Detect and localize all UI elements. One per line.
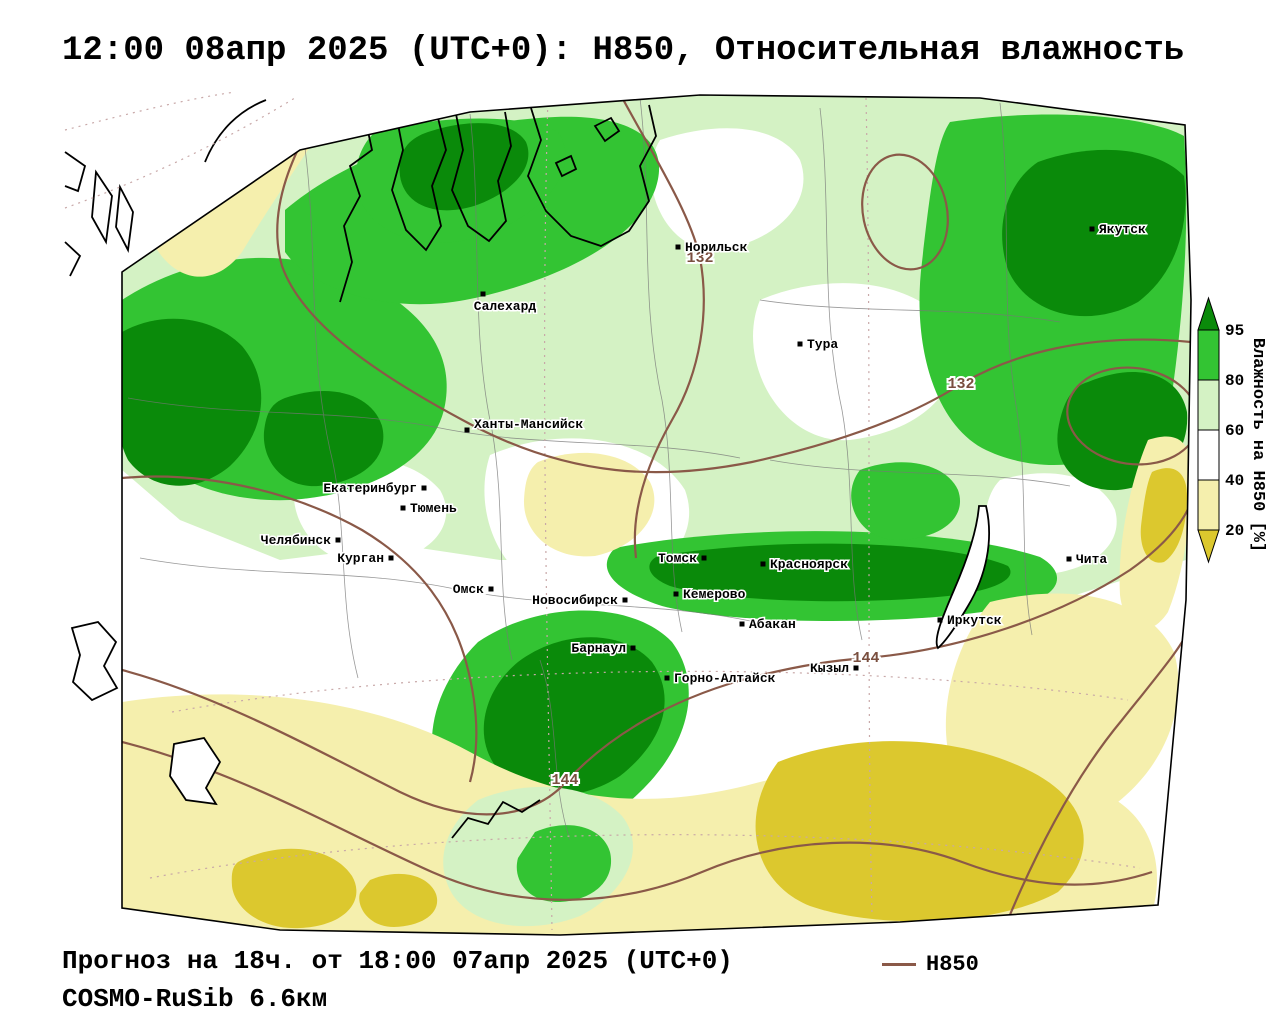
colorbar-tick: 20: [1225, 522, 1244, 540]
humidity-field: [122, 95, 1191, 935]
colorbar-arrow-bottom: [1197, 529, 1220, 564]
city-label: Новосибирск: [532, 593, 618, 608]
city-marker: [739, 621, 745, 627]
city-marker: [421, 485, 427, 491]
city-labels: Норильск Салехард Тура Якутск Ханты-Мансийск…: [259, 221, 1147, 688]
city-label: Абакан: [749, 617, 796, 632]
contour-label: 144: [852, 650, 879, 667]
city-label: Кызыл: [810, 661, 849, 676]
city-label: Якутск: [1099, 222, 1146, 237]
city-marker: [630, 645, 636, 651]
contour-label: 132: [686, 250, 713, 267]
h850-legend-line: [882, 963, 916, 966]
city-label: Тура: [807, 337, 838, 352]
city-label: Барнаул: [571, 641, 626, 656]
colorbar-axis-label: Влажность на H850 [%]: [1248, 338, 1267, 552]
city-label: Тюмень: [410, 501, 457, 516]
forecast-info: Прогноз на 18ч. от 18:00 07апр 2025 (UTC…: [62, 946, 733, 976]
city-label: Иркутск: [947, 613, 1002, 628]
city-label: Красноярск: [770, 557, 848, 572]
contour-label: 132: [947, 376, 974, 393]
city-marker: [400, 505, 406, 511]
city-marker: [664, 675, 670, 681]
colorbar: 95 80 60 40 20: [1197, 296, 1244, 564]
region-borders: [127, 97, 1071, 841]
city-marker: [335, 537, 341, 543]
contour-labels: 132 132 144 144: [549, 248, 976, 791]
city-label: Курган: [337, 551, 384, 566]
city-label: Чита: [1076, 552, 1107, 567]
city-label: Норильск: [685, 240, 748, 255]
h850-legend-label: H850: [926, 952, 979, 977]
colorbar-tick: 60: [1225, 422, 1244, 440]
city-marker: [853, 665, 859, 671]
colorbar-segment: [1197, 379, 1220, 431]
city-marker: [464, 427, 470, 433]
city-marker: [488, 586, 494, 592]
city-marker: [622, 597, 628, 603]
city-label: Челябинск: [261, 533, 331, 548]
city-marker: [797, 341, 803, 347]
city-label: Горно-Алтайск: [674, 671, 776, 686]
city-label: Кемерово: [683, 587, 746, 602]
contour-label: 144: [551, 772, 578, 789]
city-marker: [760, 561, 766, 567]
graticule: [149, 95, 1141, 931]
city-label: Томск: [658, 551, 697, 566]
colorbar-segment: [1197, 429, 1220, 481]
colorbar-segment: [1197, 329, 1220, 381]
coastlines: [339, 104, 990, 839]
city-marker: [480, 291, 486, 297]
city-marker: [673, 591, 679, 597]
city-label: Омск: [453, 582, 484, 597]
city-label: Салехард: [474, 299, 537, 314]
contour-legend: H850: [882, 952, 979, 977]
margin-graticule: [64, 91, 299, 209]
city-marker: [701, 555, 707, 561]
h850-contours: [122, 95, 1191, 935]
margin-features: [64, 99, 267, 806]
city-marker: [937, 617, 943, 623]
domain-border: [121, 94, 1192, 936]
colorbar-tick: 40: [1225, 472, 1244, 490]
colorbar-segment: [1197, 479, 1220, 531]
city-marker: [1089, 226, 1095, 232]
lake-baikal: [935, 505, 990, 650]
footer: Прогноз на 18ч. от 18:00 07апр 2025 (UTC…: [62, 946, 733, 1014]
city-marker: [388, 555, 394, 561]
city-label: Ханты-Мансийск: [474, 417, 583, 432]
colorbar-tick: 95: [1225, 322, 1244, 340]
map-title: 12:00 08апр 2025 (UTC+0): H850, Относите…: [62, 32, 1185, 70]
colorbar-arrow-top: [1197, 296, 1220, 331]
colorbar-tick: 80: [1225, 372, 1244, 390]
city-label: Екатеринбург: [323, 481, 417, 496]
city-marker: [1066, 556, 1072, 562]
model-info: COSMO-RuSib 6.6км: [62, 984, 328, 1014]
city-marker: [675, 244, 681, 250]
